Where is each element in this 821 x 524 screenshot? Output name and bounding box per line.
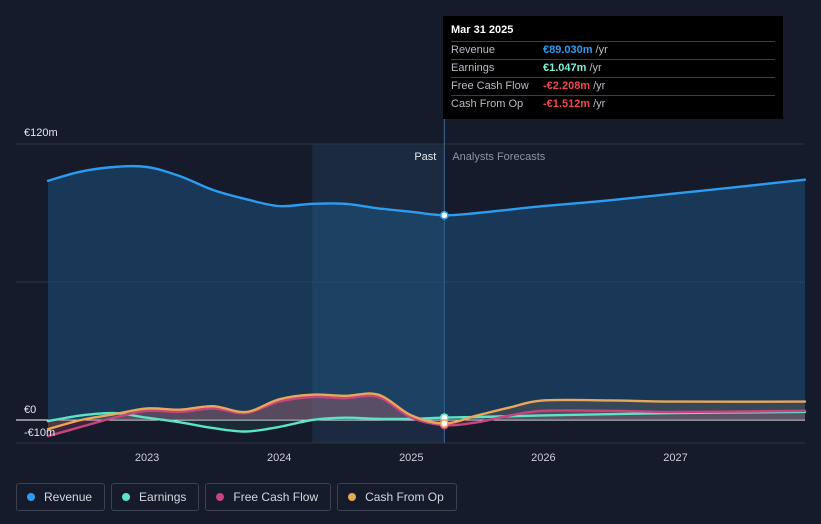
revenue-dot-icon (27, 493, 35, 501)
free-cash-flow-line (46, 394, 807, 438)
x-tick-label: 2026 (531, 452, 555, 464)
y-axis-label: €120m (24, 127, 58, 139)
x-tick-label: 2025 (399, 452, 423, 464)
earnings-line (46, 410, 807, 433)
legend-label: Cash From Op (365, 490, 444, 504)
tooltip-value: €89.030m (543, 44, 593, 56)
free-cash-flow-dot-icon (216, 493, 225, 501)
tooltip-label: Free Cash Flow (451, 80, 529, 92)
earnings-area (48, 411, 805, 432)
y-axis-label: €0 (24, 404, 36, 416)
past-highlight-band (312, 144, 445, 443)
x-tick-label: 2027 (663, 452, 687, 464)
forecast-label: Analysts Forecasts (452, 151, 545, 163)
legend-label: Revenue (44, 490, 93, 504)
tooltip-unit: /yr (593, 80, 606, 92)
cash-from-op-point (439, 419, 449, 428)
legend-label: Earnings (139, 490, 187, 504)
free-cash-flow-area (48, 395, 805, 437)
legend: Revenue Earnings Free Cash Flow Cash Fro… (16, 483, 457, 511)
revenue-line (46, 164, 807, 217)
tooltip-row-free-cash-flow: Free Cash Flow -€2.208m /yr (451, 77, 775, 95)
tooltip-row-revenue: Revenue €89.030m /yr (451, 41, 775, 59)
cash-from-op-dot-icon (348, 493, 357, 501)
legend-item-free-cash-flow[interactable]: Free Cash Flow (205, 483, 332, 511)
tooltip-row-earnings: Earnings €1.047m /yr (451, 59, 775, 77)
legend-item-earnings[interactable]: Earnings (111, 483, 200, 511)
cash-from-op-line (46, 392, 807, 431)
x-tick-label: 2023 (135, 452, 159, 464)
tooltip-value: -€1.512m (543, 98, 591, 110)
tooltip-unit: /yr (593, 98, 606, 110)
revenue-area (48, 166, 805, 420)
tooltip-value: -€2.208m (543, 80, 591, 92)
legend-item-cash-from-op[interactable]: Cash From Op (337, 483, 457, 511)
legend-item-revenue[interactable]: Revenue (16, 483, 106, 511)
cash-from-op-area (48, 393, 805, 430)
tooltip-date: Mar 31 2025 (451, 24, 514, 36)
tooltip-panel: Mar 31 2025 Revenue €89.030m /yr Earning… (443, 16, 783, 119)
tooltip-unit: /yr (595, 44, 608, 56)
earnings-dot-icon (122, 493, 131, 501)
tooltip-label: Cash From Op (451, 98, 524, 110)
legend-label: Free Cash Flow (233, 490, 319, 504)
tooltip-row-cash-from-op: Cash From Op -€1.512m /yr (451, 95, 775, 113)
tooltip-label: Revenue (451, 44, 496, 56)
tooltip-label: Earnings (451, 62, 495, 74)
tooltip-value: €1.047m (543, 62, 587, 74)
x-tick-label: 2024 (267, 452, 291, 464)
past-label: Past (414, 151, 436, 163)
tooltip-unit: /yr (589, 62, 602, 74)
y-axis-label: -€10m (24, 427, 55, 439)
revenue-point (439, 210, 449, 220)
